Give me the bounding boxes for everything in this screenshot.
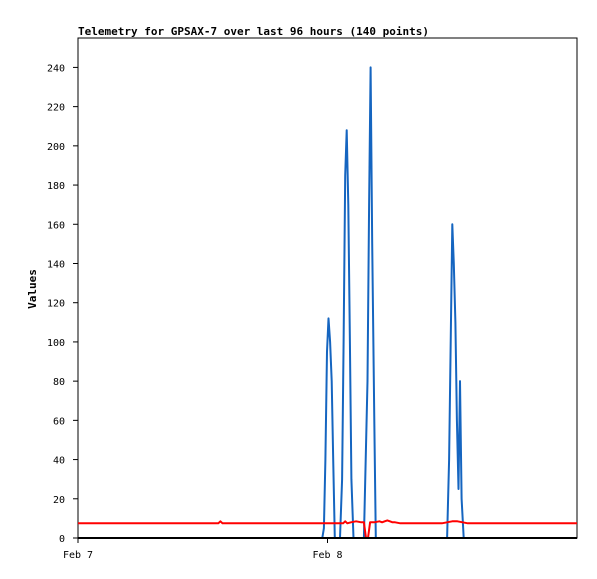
x-tick-label: Feb 7 (63, 550, 93, 561)
y-tick-label: 80 (53, 377, 65, 388)
x-axis: Feb 7 Feb 8 (63, 538, 343, 561)
y-tick-label: 140 (47, 259, 65, 270)
y-axis: 0 20 40 60 80 100 120 140 160 180 200 220 240 (47, 63, 78, 545)
series-layer (78, 66, 577, 539)
y-tick-label: 40 (53, 456, 65, 467)
y-axis-label: Values (26, 269, 39, 309)
chart-title: Telemetry for GPSAX-7 over last 96 hours… (78, 25, 429, 38)
y-tick-label: 220 (47, 103, 65, 114)
y-tick-label: 160 (47, 220, 65, 231)
y-tick-label: 0 (59, 534, 65, 545)
y-tick-label: 100 (47, 338, 65, 349)
x-tick-label: Feb 8 (312, 550, 342, 561)
series-line-blue (202, 66, 468, 539)
y-tick-label: 180 (47, 181, 65, 192)
y-tick-label: 120 (47, 299, 65, 310)
y-tick-label: 20 (53, 495, 65, 506)
plot-area (77, 37, 578, 539)
y-tick-label: 240 (47, 63, 65, 74)
y-tick-label: 60 (53, 416, 65, 427)
y-tick-label: 200 (47, 142, 65, 153)
